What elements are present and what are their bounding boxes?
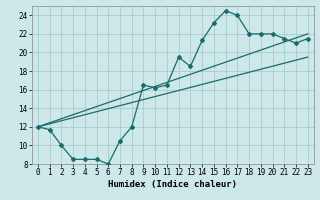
X-axis label: Humidex (Indice chaleur): Humidex (Indice chaleur) — [108, 180, 237, 189]
